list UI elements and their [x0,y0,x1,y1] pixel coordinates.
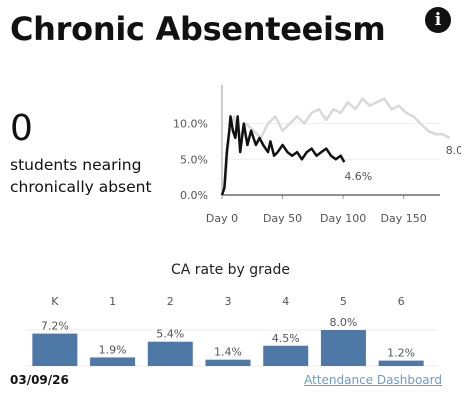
y-tick-label: 0.0% [180,189,208,202]
attendance-dashboard-link[interactable]: Attendance Dashboard [304,373,442,387]
info-icon[interactable]: i [425,7,451,33]
bar-value-label: 1.4% [214,346,242,359]
series-end-label: 8.0% [446,144,461,157]
bar-category-label: 6 [398,295,405,308]
kpi-value: 0 [10,108,33,149]
bar-value-label: 4.5% [272,332,300,345]
series-end-label: 4.6% [344,170,372,183]
bar-value-label: 1.9% [99,343,127,356]
current-series-line [220,115,346,196]
grade-bar [147,341,193,366]
kpi-label-line1: students nearing [10,156,142,174]
kpi-label: students nearing chronically absent [10,154,170,198]
x-tick-label: Day 100 [320,212,366,225]
absence-trend-line-chart: 0.0% 5.0% 10.0% Day 0 Day 50 Day 100 Day 150 8.… [173,85,461,225]
x-tick-label: Day 150 [381,212,427,225]
bar-value-label: 8.0% [329,316,357,329]
bar-category-label: 5 [340,295,347,308]
bar-chart-title: CA rate by grade [170,262,291,278]
report-date: 03/09/26 [10,373,69,387]
y-tick-label: 10.0% [173,118,208,131]
bar-category-label: 3 [225,295,232,308]
grade-bar [205,359,251,366]
bar-category-label: 1 [109,295,116,308]
bar-value-label: 5.4% [156,328,184,341]
bar-category-label: K [51,295,59,308]
bar-value-label: 1.2% [387,347,415,360]
bar-category-label: 4 [282,295,289,308]
grade-bar [378,360,424,366]
grade-bar [32,333,78,366]
comparison-series-line [220,97,451,196]
y-tick-label: 5.0% [180,153,208,166]
page-title: Chronic Absenteeism [10,10,386,48]
grade-bar [90,357,136,366]
grade-bar [263,345,309,366]
x-tick-label: Day 50 [263,212,302,225]
kpi-label-line2: chronically absent [10,178,152,196]
x-tick-label: Day 0 [206,212,238,225]
bar-value-label: 7.2% [41,320,69,333]
bar-category-label: 2 [167,295,174,308]
grade-bar [320,330,366,366]
